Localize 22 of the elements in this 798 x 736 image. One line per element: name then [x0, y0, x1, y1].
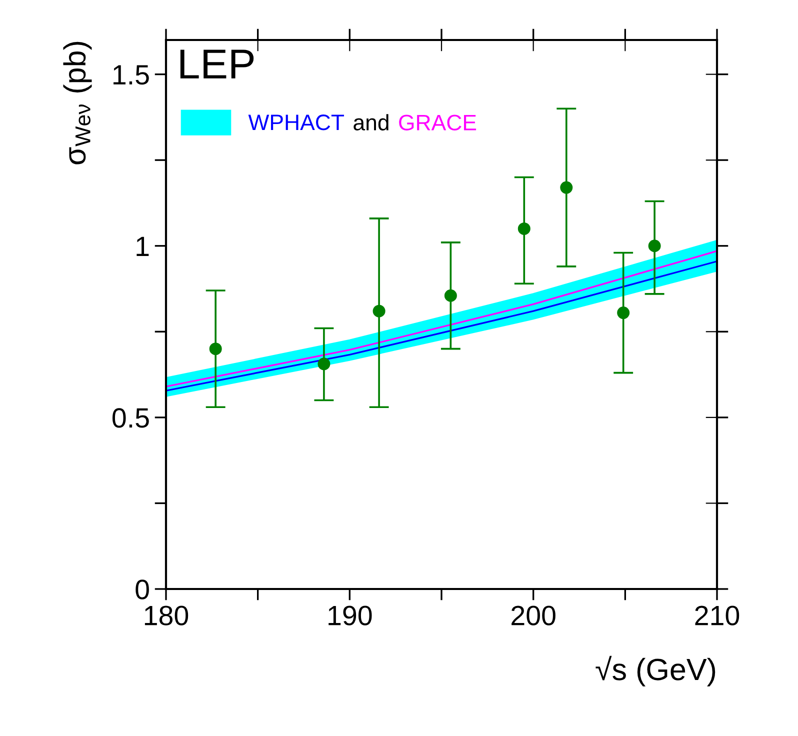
- y-tick-label: 0: [136, 580, 149, 600]
- x-tick-label: 200: [512, 606, 556, 626]
- x-tick-label: 190: [328, 606, 372, 626]
- y-axis-title: σ$_{Weν}$ (pb): [63, 42, 92, 164]
- point: [648, 240, 661, 252]
- text: GRACE: [399, 114, 476, 130]
- point: [560, 181, 573, 194]
- point: [209, 342, 222, 356]
- y-tick-label: 1.5: [114, 65, 149, 85]
- y-tick-label: 1: [136, 236, 149, 256]
- point: [617, 306, 630, 320]
- point: [372, 304, 386, 318]
- y-tick-label: 0.5: [112, 408, 149, 428]
- x-tick-label: 210: [695, 606, 740, 626]
- x-axis-title: √s (GeV): [596, 656, 716, 686]
- chart-title: LEP: [180, 50, 254, 78]
- text: WPHACT: [248, 114, 344, 130]
- point: [518, 222, 530, 235]
- point: [444, 289, 457, 302]
- x-tick-label: 180: [144, 606, 188, 626]
- point: [318, 358, 330, 370]
- annotation: and: [354, 114, 388, 130]
